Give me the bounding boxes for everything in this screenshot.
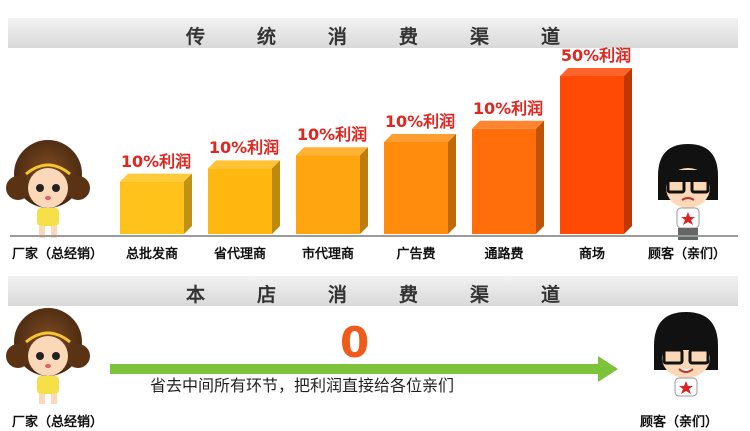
customer-label: 顾客（亲们） xyxy=(648,247,727,262)
zero-middlemen-figure: 0 xyxy=(340,318,370,367)
profit-bar xyxy=(472,128,536,234)
direct-benefit-note: 省去中间所有环节，把利润直接给各位亲们 xyxy=(150,376,455,395)
profit-bar-top xyxy=(208,160,280,169)
channel-label: 省代理商 xyxy=(213,247,266,262)
manufacturer-mascot-icon xyxy=(6,308,90,404)
profit-bar-top xyxy=(384,134,456,142)
profit-label: 10%利润 xyxy=(384,112,456,131)
profit-bar-top xyxy=(120,173,192,182)
profit-label: 50%利润 xyxy=(560,46,632,65)
manufacturer-mascot-icon xyxy=(6,140,90,238)
channel-label: 广告费 xyxy=(396,247,436,262)
profit-label: 10%利润 xyxy=(296,125,368,145)
profit-bar-side xyxy=(184,173,192,234)
profit-bar xyxy=(560,76,624,234)
manufacturer-label: 厂家（总经销） xyxy=(12,247,104,262)
profit-bar-side xyxy=(448,134,456,234)
customer-label-bottom: 顾客（亲们） xyxy=(640,415,719,430)
channel-label: 总批发商 xyxy=(125,247,178,262)
direct-arrow xyxy=(110,356,618,382)
our-store-channel-header: 本 店 消 费 渠 道 xyxy=(8,276,738,306)
channel-label: 商场 xyxy=(578,247,605,262)
channel-label: 市代理商 xyxy=(301,247,354,262)
profit-label: 10%利润 xyxy=(472,98,544,118)
profit-bar xyxy=(208,168,272,234)
customer-mascot-icon xyxy=(654,312,718,397)
profit-bar-side xyxy=(624,68,632,234)
profit-bar-side xyxy=(272,160,280,234)
traditional-channel-title: 传 统 消 费 渠 道 xyxy=(185,26,561,48)
profit-bar xyxy=(296,155,360,234)
profit-label: 10%利润 xyxy=(208,138,280,158)
profit-bar-top xyxy=(560,68,632,76)
traditional-channel-header: 传 统 消 费 渠 道 xyxy=(8,18,738,48)
manufacturer-label-bottom: 厂家（总经销） xyxy=(12,415,104,430)
profit-bars xyxy=(120,68,632,234)
profit-bar-top xyxy=(472,120,544,129)
profit-bar xyxy=(120,181,184,234)
profit-bar-side xyxy=(360,147,368,234)
traditional-baseline xyxy=(10,235,738,237)
profit-bar-side xyxy=(536,120,544,234)
our-store-channel-title: 本 店 消 费 渠 道 xyxy=(185,284,561,306)
profit-bar xyxy=(384,142,448,234)
profit-label: 10%利润 xyxy=(120,151,192,171)
customer-mascot-icon xyxy=(658,144,718,240)
profit-bar-top xyxy=(296,147,368,156)
channel-label: 通路费 xyxy=(484,247,524,262)
